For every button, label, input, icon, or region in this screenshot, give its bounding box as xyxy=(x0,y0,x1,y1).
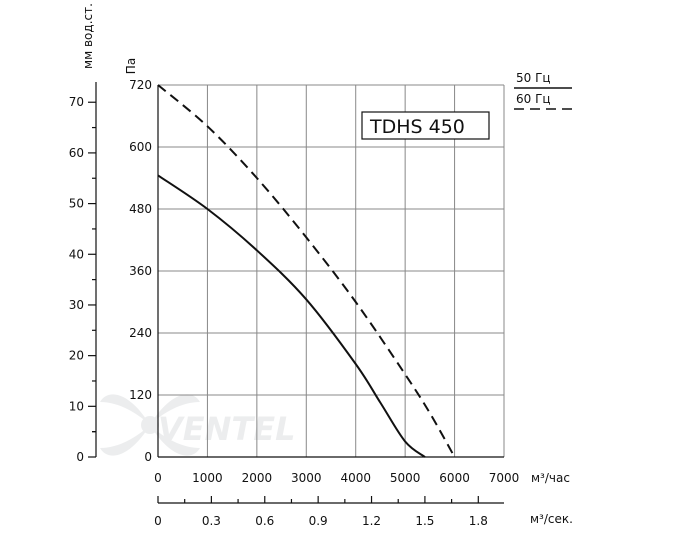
x-tick-label: 6000 xyxy=(439,471,470,485)
series-line-1 xyxy=(157,174,426,458)
x-tick-label: 2000 xyxy=(242,471,273,485)
legend-label-1: 50 Гц xyxy=(516,71,551,85)
x-tick-label: 4000 xyxy=(340,471,371,485)
y-axis-label-mm: мм вод.ст. xyxy=(81,3,95,69)
x-axis-label: м³/час xyxy=(531,471,570,485)
y-secondary-tick-label: 20 xyxy=(69,349,84,363)
x-secondary-tick-label: 1.2 xyxy=(362,514,381,528)
legend-label-2: 60 Гц xyxy=(516,92,551,106)
y-secondary-tick-label: 0 xyxy=(76,450,84,464)
x-tick-label: 7000 xyxy=(489,471,520,485)
y-tick-label: 600 xyxy=(129,140,152,154)
x-tick-label: 3000 xyxy=(291,471,322,485)
chart-title: TDHS 450 xyxy=(369,116,465,138)
grid xyxy=(158,84,505,457)
legend: 50 Гц 60 Гц xyxy=(514,71,572,110)
watermark-logo: VENTEL xyxy=(100,394,295,456)
y-secondary-tick-label: 70 xyxy=(69,95,84,109)
y-tick-label: 240 xyxy=(129,326,152,340)
x-tick-label: 1000 xyxy=(192,471,223,485)
y-tick-label: 720 xyxy=(129,78,152,92)
watermark-text: VENTEL xyxy=(158,410,295,448)
series-layer xyxy=(157,84,456,458)
y-tick-label: 120 xyxy=(129,388,152,402)
x-secondary-tick-label: 0.3 xyxy=(202,514,221,528)
y-tick-label: 0 xyxy=(144,450,152,464)
y-secondary-tick-label: 10 xyxy=(69,399,84,413)
series-line-2 xyxy=(157,84,456,458)
y-secondary-tick-label: 30 xyxy=(69,298,84,312)
x-secondary-tick-label: 0.6 xyxy=(255,514,274,528)
x-secondary-tick-label: 1.8 xyxy=(469,514,488,528)
x-secondary-tick-label: 0 xyxy=(154,514,162,528)
y-tick-label: 360 xyxy=(129,264,152,278)
y-secondary-tick-label: 40 xyxy=(69,247,84,261)
x-secondary-tick-label: 0.9 xyxy=(309,514,328,528)
x-secondary-tick-label: 1.5 xyxy=(415,514,434,528)
x-secondary-axis-label: м³/сек. xyxy=(530,512,573,526)
y-tick-label: 480 xyxy=(129,202,152,216)
y-secondary-tick-label: 60 xyxy=(69,146,84,160)
y-secondary-tick-label: 50 xyxy=(69,197,84,211)
y-axis-label-pa: Па xyxy=(124,58,138,74)
x-tick-label: 0 xyxy=(154,471,162,485)
fan-icon xyxy=(100,394,200,456)
x-tick-label: 5000 xyxy=(390,471,421,485)
title-box xyxy=(361,111,490,140)
